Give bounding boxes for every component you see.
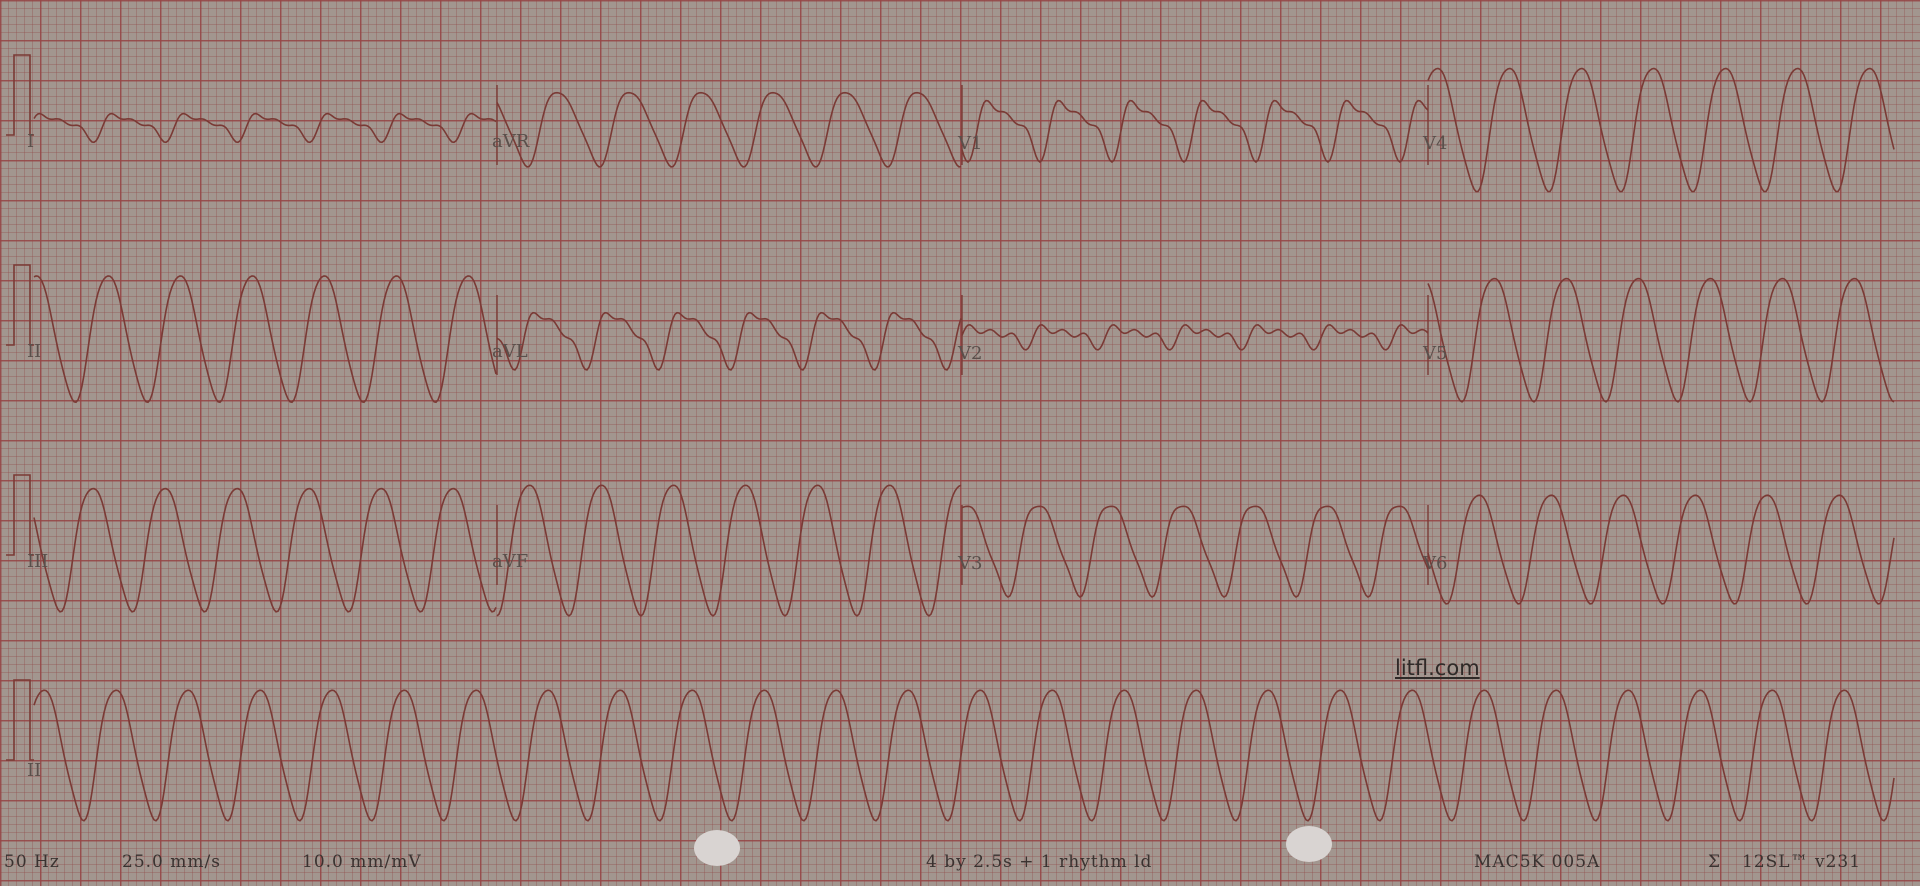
footer-speed: 25.0 mm/s (122, 852, 221, 872)
lead-label-i: I (27, 131, 35, 152)
footer-software: 12SL™ v231 (1742, 852, 1862, 872)
trace-lead-avl (496, 311, 962, 371)
trace-lead-iii (33, 487, 497, 613)
lead-label-iii: III (27, 551, 49, 572)
trace-lead-v1 (961, 99, 1429, 164)
watermark-text: litfl.com (1395, 656, 1480, 680)
lead-label-v5: V5 (1423, 343, 1448, 364)
lead-label-v4: V4 (1423, 133, 1448, 154)
trace-lead-v3 (961, 505, 1429, 598)
footer-device: MAC5K 005A (1474, 852, 1601, 872)
hole-punch-left (694, 830, 740, 866)
lead-label-v2: V2 (958, 343, 983, 364)
calibration-pulse-row-3 (6, 474, 34, 556)
lead-label-avr: aVR (492, 131, 530, 152)
lead-label-ii: II (27, 341, 42, 362)
trace-lead-v4 (1427, 67, 1895, 193)
lead-label-avl: aVL (492, 341, 528, 362)
trace-rhythm-ii (33, 689, 1895, 822)
lead-label-rhythm-ii: II (27, 760, 42, 781)
trace-lead-avf (496, 484, 962, 617)
trace-lead-i (33, 112, 497, 144)
lead-label-v6: V6 (1423, 553, 1448, 574)
calibration-pulse-rhythm (6, 679, 34, 761)
footer-filter: 50 Hz (4, 852, 60, 872)
lead-label-v1: V1 (958, 133, 983, 154)
footer-software-icon: Σ (1708, 852, 1722, 872)
hole-punch-right (1286, 826, 1332, 862)
trace-lead-v2 (961, 323, 1429, 351)
trace-lead-v6 (1427, 494, 1895, 605)
calibration-pulse-row-1 (6, 54, 34, 136)
trace-lead-v5 (1427, 277, 1895, 403)
lead-label-avf: aVF (492, 551, 529, 572)
trace-lead-ii (33, 275, 497, 404)
footer-format: 4 by 2.5s + 1 rhythm ld (926, 852, 1153, 872)
trace-lead-avr (496, 91, 962, 168)
lead-label-v3: V3 (958, 553, 983, 574)
calibration-pulse-row-2 (6, 264, 34, 346)
footer-gain: 10.0 mm/mV (302, 852, 422, 872)
